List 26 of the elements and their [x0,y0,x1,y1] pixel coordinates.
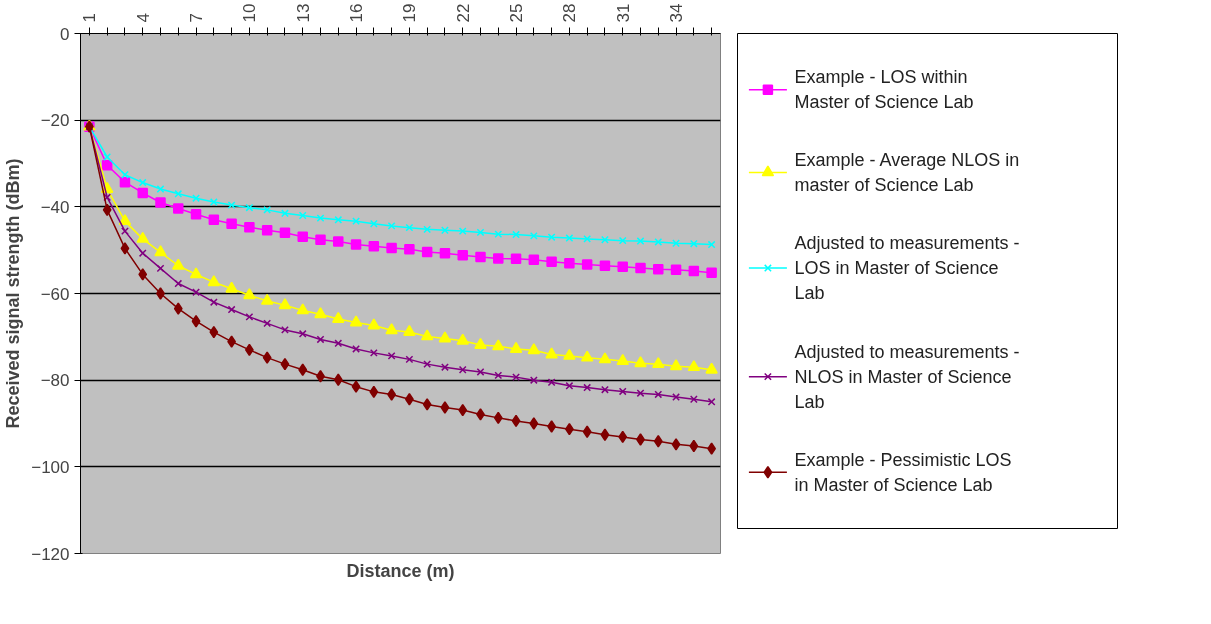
y-tick-label: −100 [31,457,70,477]
legend-label: Example - LOS within Master of Science Lab [794,67,974,113]
x-tick-label: 1 [80,13,100,23]
x-tick-label: 22 [453,3,473,23]
legend-label: Adjusted to measurements - NLOS in Master of Science Lab [794,341,1020,412]
x-tick-label: 13 [293,3,313,23]
x-tick-label: 19 [400,3,420,23]
y-tick-label: −20 [40,111,70,131]
y-tick-label: −80 [40,371,70,391]
y-tick-label: −40 [40,197,70,217]
legend-label: Example - Average NLOS in master of Science Lab [794,149,1020,195]
x-axis-title: Distance (m) [346,560,455,581]
x-tick-label: 28 [560,3,580,23]
legend-label: Example - Pessimistic LOS in Master of Science Lab [794,449,1012,495]
legend-label: Adjusted to measurements - LOS in Master of Science Lab [794,233,1020,304]
y-axis-title: Received signal strength (dBm) [3,158,24,429]
x-tick-label: 31 [613,3,633,23]
x-tick-label: 34 [667,3,687,23]
x-tick-label: 16 [347,3,367,23]
x-tick-label: 25 [507,3,527,23]
y-tick-label: 0 [60,24,70,44]
x-tick-label: 4 [133,13,153,23]
y-tick-label: −120 [31,544,70,564]
x-tick-label: 7 [187,13,207,23]
x-tick-label: 10 [240,3,260,23]
y-tick-label: −60 [40,284,70,304]
